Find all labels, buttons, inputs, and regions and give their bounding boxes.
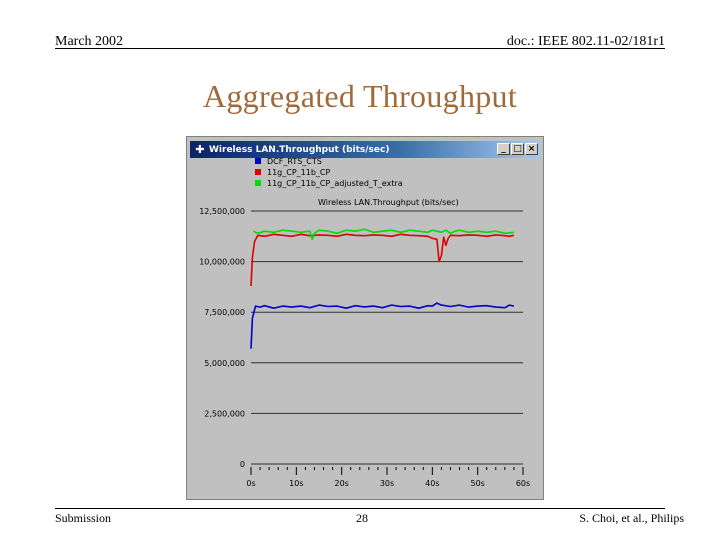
header-doc-id: doc.: IEEE 802.11-02/181r1 [506,34,665,49]
window-titlebar[interactable]: ✚ Wireless LAN.Throughput (bits/sec) _ □… [190,141,540,158]
y-axis-ticks: 0 2,500,000 5,000,000 7,500,000 10,000,000 12… [199,207,245,469]
footer-page-number: 28 [356,511,368,525]
chart-legend: DCF_RTS_CTS 11g_CP_11b_CP 11g_CP_11b_CP_ad… [255,157,403,188]
x-tick-label: 60s [516,479,530,488]
legend-swatch [255,180,261,186]
x-tick-label: 40s [425,479,439,488]
header-divider [55,48,665,49]
legend-label: 11g_CP_11b_CP [267,168,331,177]
x-tick-label: 0s [246,479,255,488]
chart-gridlines [251,210,523,465]
maximize-button[interactable]: □ [511,143,524,155]
chart-series [250,228,515,349]
footer-divider [55,508,665,509]
legend-swatch [255,158,261,164]
x-tick-label: 30s [380,479,394,488]
y-tick-label: 7,500,000 [204,308,245,317]
minimize-button[interactable]: _ [497,143,510,155]
window-title: Wireless LAN.Throughput (bits/sec) [209,144,390,155]
series-line [252,228,514,241]
header-date: March 2002 [55,34,124,49]
legend-label: DCF_RTS_CTS [267,157,322,166]
throughput-chart: DCF_RTS_CTS 11g_CP_11b_CP 11g_CP_11b_CP_ad… [199,157,530,488]
chart-subtitle: Wireless LAN.Throughput (bits/sec) [318,198,459,207]
x-tick-label: 50s [470,479,484,488]
footer-authors: S. Choi, et al., Philips [579,511,684,525]
legend-swatch [255,169,261,175]
footer-submission: Submission [55,511,112,525]
x-tick-label: 20s [334,479,348,488]
throughput-window[interactable]: ✚ Wireless LAN.Throughput (bits/sec) _ □… [186,136,544,500]
close-button[interactable]: × [525,143,538,155]
window-controls: _ □ × [497,143,538,155]
app-icon: ✚ [195,143,205,156]
y-tick-label: 10,000,000 [199,258,245,267]
slide-title: Aggregated Throughput [202,78,518,114]
y-tick-label: 12,500,000 [199,207,245,216]
x-axis: 0s 10s 20s 30s 40s 50s 60s [246,467,530,488]
y-tick-label: 0 [240,460,245,469]
y-tick-label: 5,000,000 [204,359,245,368]
series-line [250,233,515,286]
y-tick-label: 2,500,000 [204,409,245,418]
legend-label: 11g_CP_11b_CP_adjusted_T_extra [267,179,403,188]
x-tick-label: 10s [289,479,303,488]
series-line [250,302,515,349]
